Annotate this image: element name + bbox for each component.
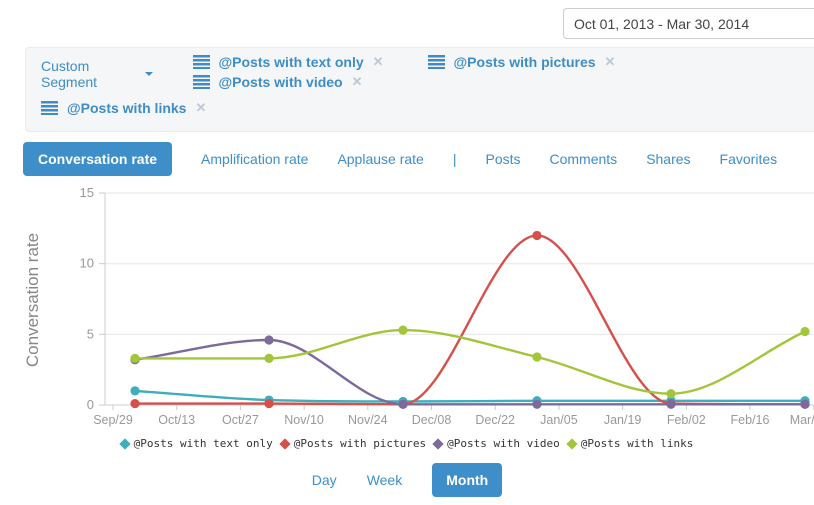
drag-handle-icon[interactable]	[427, 55, 445, 69]
series-line-posts-with-video	[134, 338, 805, 406]
drag-handle-icon[interactable]	[192, 75, 210, 89]
segment-row-2: @Posts with links ✕	[41, 95, 814, 121]
drag-handle-icon[interactable]	[41, 101, 58, 115]
legend-label: @Posts with video	[447, 437, 560, 450]
close-icon[interactable]: ✕	[351, 74, 363, 89]
data-point-posts-with-text-only-0[interactable]	[130, 386, 140, 396]
legend-item-posts-with-text-only[interactable]: @Posts with text only	[118, 437, 273, 450]
xtick-label-nov-10: Nov/10	[284, 413, 324, 427]
data-point-posts-with-video-1[interactable]	[264, 335, 274, 345]
metric-tabs: Conversation rate Amplification rate Appla…	[23, 142, 777, 176]
ytick-label: 5	[87, 326, 94, 341]
tab-shares[interactable]: Shares	[646, 151, 691, 167]
tab-favorites[interactable]: Favorites	[719, 151, 778, 167]
data-point-posts-with-video-5[interactable]	[800, 399, 810, 409]
data-point-posts-with-pictures-1[interactable]	[264, 398, 274, 409]
data-point-posts-with-links-2[interactable]	[398, 325, 408, 335]
ytick-label: 15	[80, 185, 94, 200]
ytick-label: 10	[80, 256, 94, 271]
tab-conversation-rate[interactable]: Conversation rate	[23, 142, 173, 176]
xtick-label-dec-08: Dec/08	[412, 413, 452, 427]
data-point-posts-with-links-4[interactable]	[666, 389, 676, 399]
xtick-label-jan-19: Jan/19	[604, 413, 642, 427]
legend-item-posts-with-links[interactable]: @Posts with links	[566, 437, 694, 450]
segment-chip-posts-with-video[interactable]: @Posts with video ✕	[192, 74, 363, 90]
series-line-posts-with-text-only	[134, 389, 805, 403]
data-point-posts-with-links-0[interactable]	[130, 353, 140, 363]
legend-swatch-icon	[118, 437, 131, 450]
segment-row-1: Custom Segment @Posts with text only ✕ @Po…	[41, 54, 814, 90]
xtick-label-feb-02: Feb/02	[667, 413, 706, 427]
legend-swatch-icon	[432, 437, 444, 450]
granularity-controls: Day Week Month	[0, 463, 814, 497]
tab-amplification-rate[interactable]: Amplification rate	[201, 151, 309, 167]
tab-comments[interactable]: Comments	[549, 151, 618, 167]
data-point-posts-with-video-3[interactable]	[532, 399, 542, 409]
xtick-label-dec-22: Dec/22	[475, 413, 515, 427]
segment-chip-label: @Posts with video	[218, 74, 343, 90]
close-icon[interactable]: ✕	[372, 54, 384, 69]
tab-divider: |	[452, 151, 457, 167]
segment-chip-posts-with-links[interactable]: @Posts with links ✕	[41, 100, 206, 116]
granularity-day[interactable]: Day	[311, 472, 337, 488]
segment-chip-label: @Posts with text only	[218, 54, 364, 70]
xtick-label-sep-29: Sep/29	[93, 413, 133, 427]
data-point-posts-with-pictures-3[interactable]	[532, 230, 542, 241]
legend-item-posts-with-pictures[interactable]: @Posts with pictures	[279, 437, 427, 450]
custom-segment-label: Custom Segment	[41, 58, 98, 90]
legend-label: @Posts with pictures	[293, 437, 427, 450]
custom-segment-dropdown[interactable]: Custom Segment	[41, 58, 153, 90]
xtick-label-oct-27: Oct/27	[222, 413, 259, 427]
close-icon[interactable]: ✕	[604, 54, 616, 69]
tab-posts[interactable]: Posts	[485, 151, 521, 167]
xtick-label-nov-24: Nov/24	[348, 413, 388, 427]
granularity-week[interactable]: Week	[366, 472, 403, 488]
series-line-posts-with-links	[135, 328, 806, 395]
legend-label: @Posts with links	[580, 437, 694, 450]
date-range-input[interactable]	[563, 8, 814, 39]
data-point-posts-with-links-1[interactable]	[264, 353, 274, 363]
segment-chip-posts-with-text-only[interactable]: @Posts with text only ✕	[192, 54, 384, 70]
chart-legend: @Posts with text only @Posts with picture…	[0, 437, 814, 450]
tab-applause-rate[interactable]: Applause rate	[337, 151, 424, 167]
segment-chip-label: @Posts with links	[67, 100, 187, 116]
close-icon[interactable]: ✕	[195, 100, 207, 115]
legend-swatch-icon	[566, 437, 578, 450]
legend-swatch-icon	[279, 437, 291, 450]
xtick-label-oct-13: Oct/13	[158, 413, 195, 427]
xtick-label-feb-16: Feb/16	[731, 413, 770, 427]
xtick-label-jan-05: Jan/05	[540, 413, 578, 427]
segment-chip-posts-with-pictures[interactable]: @Posts with pictures ✕	[427, 54, 616, 70]
data-point-posts-with-video-2[interactable]	[398, 399, 408, 409]
drag-handle-icon[interactable]	[192, 55, 210, 69]
data-point-posts-with-links-5[interactable]	[800, 326, 810, 337]
conversation-rate-chart: 0 5 10 15 Sep/29 Oct/13 Oct/27 Nov/10 Nov/24 Dec/…	[23, 185, 814, 427]
segment-chips-row1: @Posts with text only ✕ @Posts with pictur…	[192, 54, 814, 94]
xtick-label-mar: Mar/	[790, 413, 814, 427]
data-point-posts-with-links-3[interactable]	[532, 352, 542, 362]
chevron-down-icon	[144, 72, 153, 76]
series-line-posts-with-pictures	[135, 234, 806, 406]
ytick-label: 0	[87, 397, 94, 412]
y-axis-title: Conversation rate	[23, 233, 42, 367]
legend-label: @Posts with text only	[133, 437, 273, 450]
data-point-posts-with-pictures-0[interactable]	[130, 398, 140, 409]
segment-panel: Custom Segment @Posts with text only ✕ @Po…	[25, 47, 814, 132]
legend-item-posts-with-video[interactable]: @Posts with video	[432, 437, 560, 450]
segment-chip-label: @Posts with pictures	[453, 54, 596, 70]
data-point-posts-with-video-4[interactable]	[666, 399, 676, 409]
granularity-month[interactable]: Month	[432, 463, 503, 497]
